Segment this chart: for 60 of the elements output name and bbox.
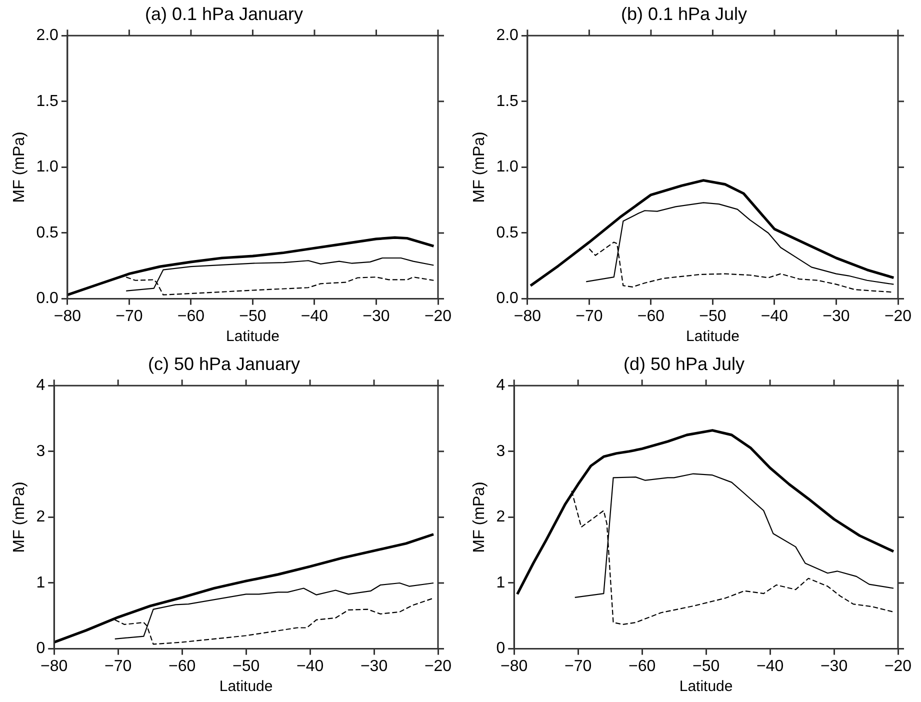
x-tick-label: −30 — [820, 658, 848, 675]
y-axis-title: MF (mPa) — [11, 132, 28, 203]
x-tick-label: −20 — [884, 658, 912, 675]
x-tick-label: −70 — [564, 658, 592, 675]
x-axis-title: Latitude — [679, 678, 733, 696]
x-tick-label: −30 — [362, 308, 390, 325]
y-tick-label: 2 — [496, 508, 506, 526]
y-tick-label: 4 — [496, 377, 506, 394]
x-tick-label: −40 — [756, 658, 784, 675]
x-tick-label: −40 — [296, 658, 324, 675]
x-tick-label: −80 — [500, 658, 528, 675]
y-tick-label: 0.0 — [496, 290, 519, 308]
chart-title: (a) 0.1 hPa January — [144, 4, 304, 24]
y-tick-label: 2 — [36, 508, 46, 526]
x-tick-label: −60 — [168, 658, 196, 675]
x-tick-label: −50 — [232, 658, 260, 675]
y-tick-label: 2.0 — [36, 27, 59, 44]
y-tick-label: 2.0 — [496, 27, 519, 44]
x-tick-label: −50 — [692, 658, 720, 675]
x-tick-label: −60 — [628, 658, 656, 675]
y-tick-label: 0.5 — [496, 224, 519, 242]
y-axis-title: MF (mPa) — [471, 482, 488, 553]
y-tick-label: 1 — [36, 574, 46, 592]
y-tick-label: 1.5 — [36, 92, 59, 110]
y-tick-label: 3 — [36, 442, 46, 460]
x-tick-label: −80 — [54, 308, 82, 325]
x-axis-title: Latitude — [226, 328, 280, 346]
x-tick-label: −80 — [40, 658, 68, 675]
x-tick-label: −60 — [637, 308, 665, 325]
x-tick-label: −60 — [177, 308, 205, 325]
y-axis-title: MF (mPa) — [11, 482, 28, 553]
x-tick-label: −70 — [104, 658, 132, 675]
y-tick-label: 1.5 — [496, 92, 519, 110]
y-tick-label: 3 — [496, 442, 506, 460]
x-tick-label: −20 — [424, 308, 452, 325]
x-tick-label: −50 — [239, 308, 266, 325]
x-axis-title: Latitude — [686, 328, 740, 346]
y-tick-label: 0 — [496, 640, 506, 658]
x-tick-label: −20 — [884, 308, 912, 325]
x-tick-label: −80 — [514, 308, 542, 325]
x-tick-label: −40 — [300, 308, 328, 325]
chart-title: (d) 50 hPa July — [623, 354, 745, 374]
x-tick-label: −40 — [760, 308, 788, 325]
x-tick-label: −30 — [360, 658, 388, 675]
x-tick-label: −70 — [576, 308, 603, 325]
x-tick-label: −20 — [424, 658, 452, 675]
x-axis-title: Latitude — [219, 678, 273, 696]
chart-title: (b) 0.1 hPa July — [620, 4, 748, 24]
y-tick-label: 4 — [36, 377, 46, 394]
chart-title: (c) 50 hPa January — [148, 354, 300, 374]
x-tick-label: −50 — [699, 308, 726, 325]
y-tick-label: 1 — [496, 574, 506, 592]
y-tick-label: 1.0 — [36, 158, 59, 176]
x-tick-label: −30 — [822, 308, 850, 325]
y-tick-label: 0 — [36, 640, 46, 658]
y-tick-label: 0.0 — [36, 290, 59, 308]
y-tick-label: 0.5 — [36, 224, 59, 242]
x-tick-label: −70 — [116, 308, 143, 325]
y-axis-title: MF (mPa) — [471, 132, 488, 203]
y-tick-label: 1.0 — [496, 158, 519, 176]
